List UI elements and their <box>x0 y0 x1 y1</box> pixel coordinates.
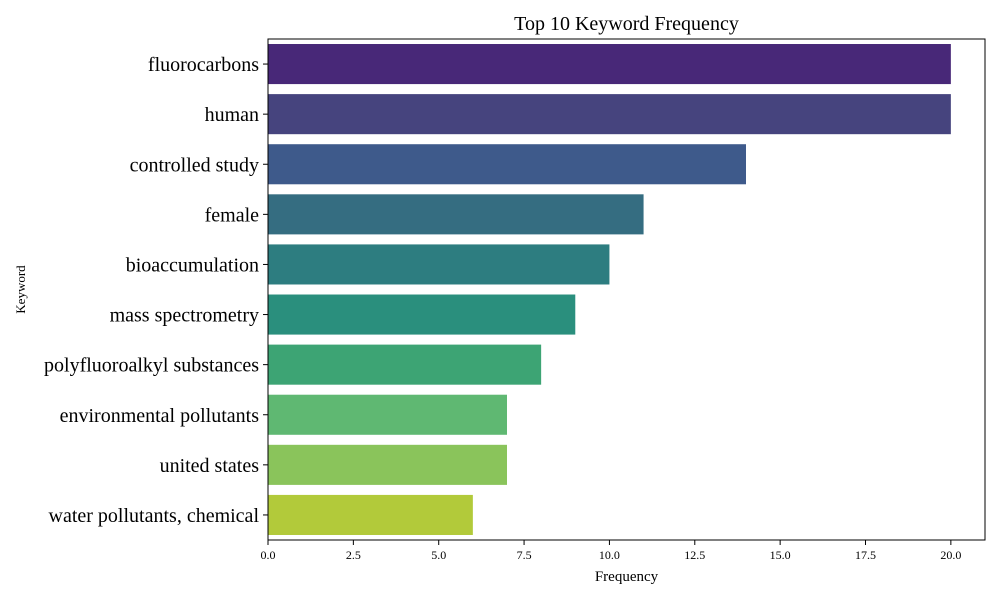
plot-frame <box>267 38 986 541</box>
x-tick-label: 5.0 <box>431 548 446 562</box>
y-category-labels: fluorocarbons human controlled study female… <box>44 54 268 527</box>
y-category-label: environmental pollutants <box>60 405 260 427</box>
x-tick-label: 2.5 <box>346 548 361 562</box>
y-category-label: controlled study <box>130 154 259 176</box>
x-tick-label: 10.0 <box>599 548 620 562</box>
bar-controlled-study <box>268 144 746 185</box>
chart-title: Top 10 Keyword Frequency <box>514 13 739 35</box>
y-axis-title: Keyword <box>13 265 28 314</box>
x-tick-label: 17.5 <box>855 548 876 562</box>
x-tick-label: 7.5 <box>517 548 532 562</box>
y-category-label: water pollutants, chemical <box>49 505 260 527</box>
y-category-label: polyfluoroalkyl substances <box>44 355 259 377</box>
y-category-label: female <box>205 204 260 226</box>
x-ticks: 0.0 2.5 5.0 7.5 10.0 12.5 15.0 17.5 20.0 <box>261 540 961 562</box>
bar-environmental-pollutants <box>268 394 507 435</box>
bar-water-pollutants-chemical <box>268 494 473 535</box>
bar-female <box>268 194 644 235</box>
bar-mass-spectrometry <box>268 294 576 335</box>
bar-polyfluoroalkyl-substances <box>268 344 542 385</box>
x-tick-label: 12.5 <box>684 548 705 562</box>
x-tick-label: 0.0 <box>261 548 276 562</box>
bar-united-states <box>268 444 507 485</box>
y-category-label: human <box>205 104 259 126</box>
y-category-label: bioaccumulation <box>126 254 259 276</box>
x-tick-label: 20.0 <box>940 548 961 562</box>
y-category-label: fluorocarbons <box>148 54 259 76</box>
bars-group <box>268 44 951 535</box>
x-tick-label: 15.0 <box>770 548 791 562</box>
y-category-label: united states <box>160 455 260 477</box>
x-axis-title: Frequency <box>595 569 659 585</box>
y-category-label: mass spectrometry <box>110 305 259 327</box>
bar-human <box>268 94 951 135</box>
bar-fluorocarbons <box>268 44 951 85</box>
bar-bioaccumulation <box>268 244 610 285</box>
